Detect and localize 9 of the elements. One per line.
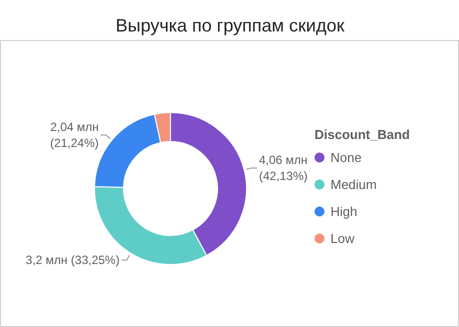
legend-title: Discount_Band [314, 127, 410, 142]
legend-label: High [330, 204, 358, 219]
legend-label: Low [330, 231, 355, 246]
data-label: 3,2 млн (33,25%) [26, 253, 120, 268]
chart-title: Выручка по группам скидок [116, 16, 344, 36]
legend-label: Medium [330, 177, 377, 192]
data-label: 4,06 млн (42,13%) [258, 152, 308, 183]
data-label: 2,04 млн (21,24%) [50, 120, 99, 150]
legend-label: None [330, 150, 362, 165]
